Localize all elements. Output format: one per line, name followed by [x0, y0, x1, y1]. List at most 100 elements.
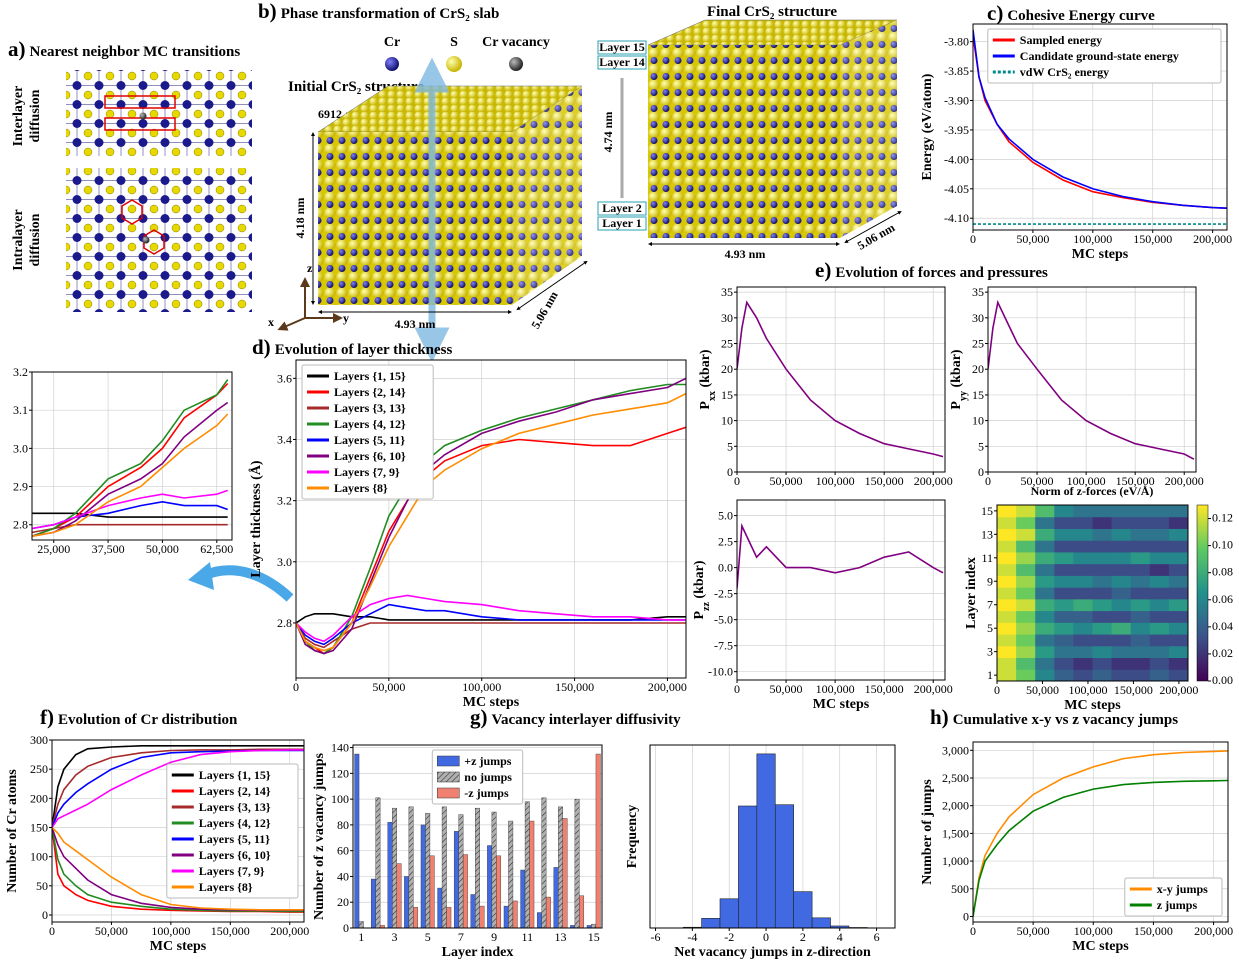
heat-cell	[1073, 610, 1093, 623]
plot-area	[737, 500, 945, 680]
heat-cell	[1149, 645, 1170, 659]
chart-title-text: Cohesive Energy curve	[1007, 8, 1155, 24]
histogram-bar	[701, 918, 721, 929]
dimension-label: 5.06 nm	[528, 289, 560, 331]
series-line	[737, 522, 944, 589]
heat-cell	[1149, 563, 1170, 576]
x-tick-label: 200,000	[914, 682, 953, 696]
cube-front	[318, 132, 512, 305]
heat-cell	[1111, 622, 1132, 635]
heat-cell	[1092, 516, 1113, 529]
heat-cell	[1073, 528, 1093, 541]
layer-tag	[597, 216, 647, 231]
heat-cell	[1016, 634, 1036, 647]
heat-cell	[1073, 669, 1093, 682]
y-tick-label: 0	[978, 465, 984, 479]
plot-area	[32, 372, 232, 540]
y-axis-label: Number of z vacancy jumps	[312, 752, 327, 920]
heat-cell	[1111, 505, 1132, 518]
x-axis-label: Net vacancy jumps in z-direction	[674, 945, 871, 960]
bar	[396, 863, 402, 929]
series-line	[296, 603, 686, 646]
series-line	[52, 745, 304, 828]
bar	[591, 923, 597, 929]
x-tick-label: 11	[522, 930, 534, 944]
y-axis-label: Layer thickness (Å)	[248, 460, 264, 578]
bar	[520, 869, 526, 929]
histogram-bar	[774, 804, 794, 929]
dimension-label: 4.18 nm	[293, 198, 307, 239]
bar	[429, 855, 435, 929]
y-tick-label: -5.0	[714, 613, 733, 627]
heat-cell	[1054, 540, 1074, 553]
heat-cell	[1092, 669, 1113, 682]
colorbar-tick-label: 0.06	[1212, 592, 1233, 606]
series-line	[32, 512, 228, 518]
heat-cell	[1016, 575, 1036, 588]
bar	[475, 807, 480, 929]
bar	[512, 900, 518, 929]
legend-label: -z jumps	[464, 786, 509, 800]
heat-cell	[1130, 610, 1151, 623]
heat-cell	[1035, 622, 1055, 635]
heat-cell	[1111, 645, 1132, 659]
y-axis-label: Number of Cr atoms	[5, 769, 20, 893]
x-tick-label: 100,000	[1067, 474, 1106, 488]
y-tick-label: 1,500	[942, 826, 969, 840]
x-axis-label: MC steps	[1072, 939, 1129, 954]
x-tick-label: 100,000	[1068, 683, 1107, 697]
legend-label: x-y jumps	[1157, 882, 1208, 896]
bar	[375, 797, 381, 929]
x-tick-label: 25,000	[37, 542, 70, 556]
bar	[545, 896, 551, 929]
y-tick-label: -4.10	[944, 211, 969, 225]
y-axis-label: Energy (eV/atom)	[920, 73, 935, 180]
y-tick-label: -10.0	[708, 665, 733, 679]
legend-label: Layers {7, 9}	[334, 465, 400, 479]
panel-label: h)	[930, 705, 949, 729]
x-tick-label: 50,000	[372, 680, 405, 694]
legend-label: Cr	[384, 35, 400, 50]
y-tick-label: 0	[963, 909, 969, 923]
vacancy	[139, 112, 147, 120]
heat-cell	[1111, 540, 1132, 553]
y-tick-label: 140	[331, 741, 349, 755]
x-tick-label: 0	[994, 683, 1000, 697]
bar	[458, 814, 464, 929]
heat-cell	[1168, 587, 1189, 600]
legend-label: Layers {7, 9}	[199, 864, 265, 878]
series-line	[32, 523, 228, 534]
heat-cell	[997, 657, 1017, 670]
chart-title: f) Evolution of Cr distribution	[40, 705, 238, 729]
y-tick-label: 500	[951, 882, 969, 896]
heat-cell	[1130, 540, 1151, 553]
heat-cell	[1149, 587, 1170, 600]
heat-cell	[1168, 669, 1189, 682]
heat-cell	[1168, 505, 1189, 518]
heat-cell	[1130, 505, 1151, 518]
histogram-bar	[756, 753, 776, 929]
x-tick-label: 200,000	[1193, 232, 1232, 246]
bar	[358, 921, 364, 929]
histogram-bar	[719, 898, 739, 929]
y-tick-label: 2.8	[277, 616, 292, 630]
legend-label: Sampled energy	[1020, 33, 1102, 47]
y-tick-label: 7	[987, 598, 993, 612]
lattice-interlayer	[66, 70, 252, 156]
x-axis-label: MC steps	[150, 939, 207, 954]
series-line	[32, 379, 229, 537]
heat-cell	[1130, 622, 1151, 635]
y-tick-label: -7.5	[714, 639, 733, 653]
heat-cell	[1168, 575, 1189, 588]
y-axis-label: Pxx (kbar)	[698, 349, 718, 410]
heat-cell	[1149, 516, 1170, 529]
bar	[446, 907, 452, 929]
y-tick-label: 30	[721, 311, 733, 325]
heat-cell	[1035, 645, 1055, 659]
axis-arrow	[277, 317, 306, 331]
colorbar-tick-label: 0.04	[1212, 619, 1233, 633]
x-tick-label: 5	[425, 930, 431, 944]
histogram-bar	[738, 805, 758, 929]
heat-cell	[1073, 634, 1093, 647]
